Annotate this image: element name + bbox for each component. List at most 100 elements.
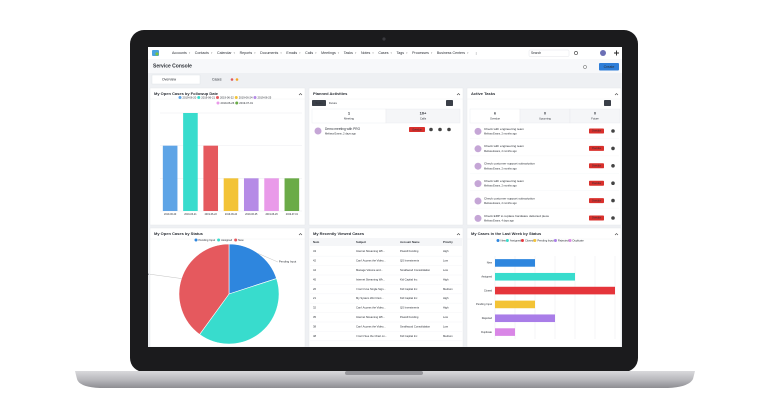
- stat-count[interactable]: 6: [494, 111, 496, 115]
- stat-label[interactable]: Upcoming: [539, 117, 551, 121]
- action-icon[interactable]: [611, 164, 615, 168]
- toolbar-button[interactable]: [604, 100, 611, 106]
- table-cell[interactable]: Can't Access the Video...: [356, 324, 386, 328]
- table-cell: 32: [313, 306, 316, 310]
- collapse-icon[interactable]: [298, 233, 303, 236]
- legend-label: Closed: [525, 238, 534, 242]
- task-title[interactable]: Check customer support subscription: [484, 196, 535, 200]
- collapse-icon[interactable]: [456, 93, 461, 96]
- collapse-icon[interactable]: [456, 233, 461, 236]
- toolbar-button[interactable]: [446, 100, 453, 106]
- table-cell: 26: [313, 287, 316, 291]
- action-icon[interactable]: [611, 198, 615, 203]
- legend-swatch: [568, 239, 572, 242]
- tab-label[interactable]: Cases: [212, 77, 222, 81]
- stat-count[interactable]: 1: [348, 111, 351, 116]
- activity-title[interactable]: Demo meeting with PRO: [325, 127, 361, 131]
- nav-item[interactable]: Tasks: [344, 51, 353, 55]
- nav-item[interactable]: Processes: [412, 51, 429, 55]
- nav-item[interactable]: Meetings: [321, 51, 336, 55]
- action-icon[interactable]: [611, 146, 615, 151]
- table-cell[interactable]: Smallwood Consolidation: [400, 324, 431, 328]
- settings-icon[interactable]: [583, 65, 587, 69]
- table-cell[interactable]: Kid Capital Inc: [400, 287, 418, 291]
- legend-label: 2019-06-21: [201, 95, 215, 99]
- table-cell[interactable]: Powell Funding: [400, 249, 419, 253]
- tab-active[interactable]: [312, 100, 326, 106]
- task-title[interactable]: Check with engineering team: [484, 127, 524, 131]
- stat-label[interactable]: Calls: [420, 117, 427, 121]
- task-meta: Melissa Evans, 2 months ago: [484, 132, 517, 135]
- table-cell[interactable]: My System Won't Ext...: [356, 296, 384, 300]
- nav-item[interactable]: Tags: [397, 51, 405, 55]
- nav-item[interactable]: Calls: [305, 51, 313, 55]
- tab-overview[interactable]: [151, 74, 201, 85]
- nav-item[interactable]: Notes: [361, 51, 371, 55]
- stat-label[interactable]: Meeting: [344, 117, 354, 121]
- nav-item[interactable]: Accounts: [172, 51, 187, 55]
- status-badge: [589, 145, 604, 151]
- stat-count[interactable]: 0: [544, 111, 546, 115]
- table-cell[interactable]: Kid Capital Inc: [400, 296, 418, 300]
- collapse-icon[interactable]: [614, 233, 619, 236]
- action-icon[interactable]: [438, 127, 442, 132]
- stat-count[interactable]: 0: [594, 111, 596, 115]
- plus-icon[interactable]: [614, 50, 619, 56]
- avatar[interactable]: [600, 50, 606, 56]
- table-cell: 48: [313, 334, 316, 338]
- table-cell[interactable]: Internet Streaming Wh...: [356, 249, 385, 253]
- nav-item[interactable]: Reports: [240, 51, 253, 55]
- tab-label[interactable]: Overview: [162, 77, 177, 81]
- task-title[interactable]: Check with engineering team: [484, 144, 524, 148]
- task-title[interactable]: Check ERP to replace hardware defected p…: [484, 214, 549, 218]
- collapse-icon[interactable]: [614, 93, 619, 96]
- search-box[interactable]: [528, 49, 570, 57]
- collapse-icon[interactable]: [298, 93, 303, 96]
- nav-item[interactable]: Cases: [378, 51, 388, 55]
- nav-item[interactable]: Documents: [260, 51, 278, 55]
- panel-title: My Open Cases by Status: [154, 231, 204, 236]
- table-cell[interactable]: Can't Access the Video...: [356, 306, 386, 310]
- search-icon[interactable]: [574, 51, 578, 55]
- table-cell[interactable]: Kid Capital Inc: [400, 277, 418, 281]
- action-icon[interactable]: [447, 127, 451, 132]
- stat-count[interactable]: 10+: [420, 111, 427, 116]
- tab-label[interactable]: Future: [329, 101, 338, 105]
- stats-tab[interactable]: [569, 108, 621, 124]
- legend-label: 2019-06-24: [239, 95, 253, 99]
- nav-caret: [188, 52, 191, 54]
- task-title[interactable]: Check with engineering team: [484, 179, 524, 183]
- table-cell[interactable]: Smallwood Consolidation: [400, 268, 431, 272]
- panel-title: My Open Cases by Followup Date: [154, 91, 219, 96]
- task-title[interactable]: Check customer support subscription: [484, 162, 535, 166]
- table-cell: High: [443, 306, 449, 310]
- stat-label[interactable]: Overdue: [490, 117, 501, 121]
- tab-label[interactable]: Today: [315, 101, 323, 105]
- table-cell[interactable]: I Can't See the Chart on...: [356, 334, 387, 338]
- table-cell[interactable]: Manage Volume and...: [356, 268, 383, 272]
- nav-item[interactable]: Contacts: [195, 51, 209, 55]
- table-cell[interactable]: I Can't Use Single Sign...: [356, 287, 386, 291]
- action-icon[interactable]: [611, 216, 615, 220]
- legend-swatch: [197, 96, 201, 99]
- table-cell[interactable]: Can't Access the Video...: [356, 259, 386, 263]
- table-cell[interactable]: QS Investments: [400, 306, 420, 310]
- nav-item[interactable]: Calendar: [217, 51, 232, 55]
- nav-item[interactable]: Business Centers: [437, 51, 465, 55]
- table-cell: High: [443, 249, 449, 253]
- nav-caret: [390, 52, 392, 54]
- table-cell[interactable]: QS Investments: [400, 259, 420, 263]
- stat-label[interactable]: Future: [591, 117, 599, 121]
- action-icon[interactable]: [429, 127, 433, 132]
- create-label[interactable]: Create: [604, 65, 615, 69]
- nav-item[interactable]: Emails: [286, 51, 297, 55]
- nav-caret: [299, 52, 301, 54]
- action-icon[interactable]: [611, 181, 615, 185]
- table-cell[interactable]: Internet Streaming Wh...: [356, 277, 385, 281]
- legend-label: Duplicate: [573, 238, 585, 242]
- create-button[interactable]: [599, 63, 619, 71]
- table-cell[interactable]: Powell Funding: [400, 315, 419, 319]
- action-icon[interactable]: [611, 129, 615, 133]
- table-cell[interactable]: Internet Streaming Wh...: [356, 315, 385, 319]
- table-cell[interactable]: Kid Capital Inc: [400, 334, 418, 338]
